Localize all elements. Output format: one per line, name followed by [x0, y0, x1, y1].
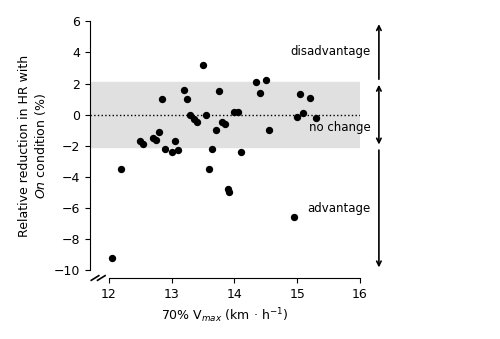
Point — [234, 109, 241, 114]
Point — [296, 92, 304, 97]
Point — [118, 166, 126, 172]
Point — [300, 111, 308, 116]
Point — [252, 79, 260, 85]
Point — [174, 148, 182, 153]
Point — [168, 149, 175, 155]
Point — [190, 117, 198, 122]
X-axis label: 70% V$_{max}$ (km · h$^{-1}$): 70% V$_{max}$ (km · h$^{-1}$) — [162, 306, 288, 325]
Point — [149, 135, 157, 141]
Text: no change: no change — [309, 121, 371, 134]
Point — [224, 186, 232, 192]
Point — [218, 120, 226, 125]
Text: disadvantage: disadvantage — [290, 45, 371, 58]
Point — [212, 127, 220, 133]
Point — [293, 114, 301, 120]
Point — [262, 78, 270, 83]
Point — [208, 146, 216, 152]
Text: advantage: advantage — [308, 202, 371, 215]
Point — [136, 138, 144, 144]
Y-axis label: Relative reduction in HR with
$\it{On}$ condition (%): Relative reduction in HR with $\it{On}$ … — [18, 55, 48, 237]
Point — [199, 62, 207, 67]
Point — [184, 96, 192, 102]
Point — [155, 129, 163, 135]
Point — [186, 112, 194, 117]
Point — [108, 255, 116, 260]
Point — [202, 112, 210, 117]
Point — [226, 190, 234, 195]
Point — [192, 120, 200, 125]
Point — [306, 95, 314, 100]
Point — [162, 146, 170, 152]
Point — [290, 215, 298, 220]
Bar — [90, 82, 360, 147]
Point — [152, 138, 160, 143]
Point — [256, 90, 264, 96]
Point — [221, 121, 229, 127]
Point — [158, 96, 166, 102]
Point — [140, 141, 147, 147]
Point — [206, 166, 214, 172]
Point — [171, 138, 179, 144]
Point — [236, 149, 244, 155]
Point — [180, 87, 188, 93]
Point — [312, 115, 320, 120]
Point — [230, 109, 238, 114]
Point — [265, 127, 273, 133]
Point — [214, 88, 222, 94]
